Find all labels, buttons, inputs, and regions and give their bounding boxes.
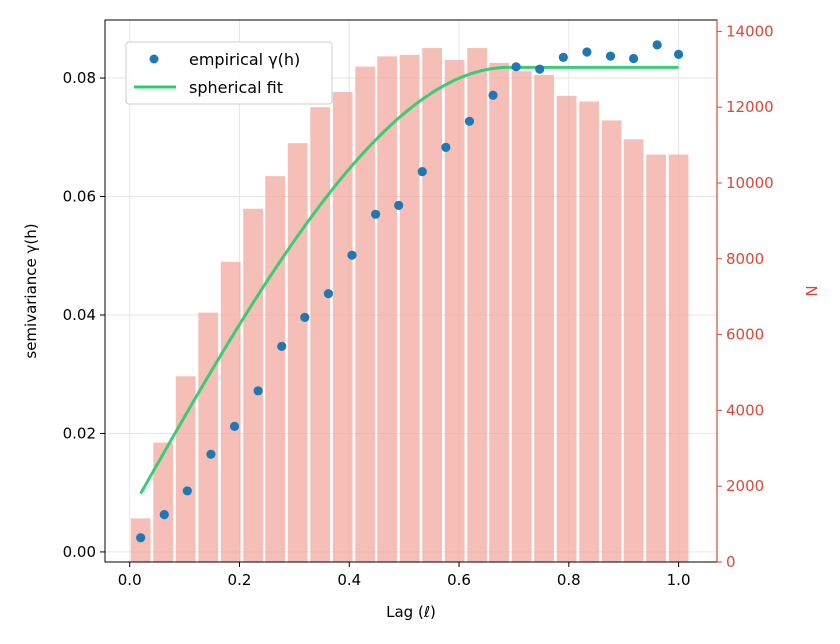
x-axis: 0.0 0.2 0.4 0.6 0.8 1.0 xyxy=(118,562,691,589)
point-17 xyxy=(535,64,545,74)
y-axis-left: 0.00 0.02 0.04 0.06 0.08 xyxy=(63,69,105,561)
point-8 xyxy=(323,289,333,299)
y-right-tick-label-7: 14000 xyxy=(726,22,774,40)
y-left-tick-label-0: 0.00 xyxy=(63,543,96,561)
bar-11 xyxy=(377,56,398,562)
bar-20 xyxy=(579,101,599,563)
y-axis-left-label: semivariance γ(h) xyxy=(22,223,40,358)
bar-6 xyxy=(265,176,286,562)
legend-label-fit: spherical fit xyxy=(189,78,283,97)
point-18 xyxy=(558,52,568,62)
empirical-series xyxy=(136,40,684,543)
y-right-tick-label-0: 0 xyxy=(726,553,736,571)
bar-24 xyxy=(668,154,689,563)
y-axis-right: 0 2000 4000 6000 8000 10000 12000 14000 xyxy=(716,20,774,571)
y-right-tick-label-5: 10000 xyxy=(726,174,774,192)
y-left-tick-label-2: 0.04 xyxy=(63,306,96,324)
legend-box xyxy=(125,41,333,105)
point-12 xyxy=(417,167,427,177)
point-22 xyxy=(652,40,662,50)
bar-23 xyxy=(646,154,666,563)
point-16 xyxy=(511,62,521,72)
legend: empirical γ(h) spherical fit xyxy=(125,41,333,105)
point-23 xyxy=(673,49,684,59)
x-tick-label-4: 0.8 xyxy=(557,571,581,589)
bar-18 xyxy=(534,74,554,562)
point-15 xyxy=(488,90,498,100)
bar-16 xyxy=(489,62,509,562)
x-axis-label: Lag (ℓ) xyxy=(386,603,436,621)
bar-13 xyxy=(422,48,443,563)
point-3 xyxy=(206,449,216,459)
point-10 xyxy=(370,209,381,219)
bar-1 xyxy=(153,442,174,562)
y-right-tick-label-2: 4000 xyxy=(726,401,764,419)
x-tick-label-2: 0.4 xyxy=(337,571,361,589)
bar-8 xyxy=(310,107,331,562)
point-7 xyxy=(300,312,310,322)
bar-15 xyxy=(467,48,488,563)
bar-10 xyxy=(355,66,376,563)
bar-5 xyxy=(243,208,264,562)
point-1 xyxy=(159,510,169,520)
bar-9 xyxy=(332,92,353,563)
bar-12 xyxy=(399,54,420,562)
bar-3 xyxy=(198,312,219,562)
point-2 xyxy=(182,486,192,496)
y-axis-right-label: N xyxy=(802,285,820,296)
y-right-tick-label-1: 2000 xyxy=(726,477,764,495)
point-6 xyxy=(277,341,287,351)
point-11 xyxy=(394,200,404,211)
bar-4 xyxy=(220,261,241,562)
y-right-tick-label-6: 12000 xyxy=(726,98,774,116)
x-tick-label-3: 0.6 xyxy=(447,571,471,589)
y-left-tick-label-1: 0.02 xyxy=(63,424,96,442)
spherical-fit-line xyxy=(139,65,679,495)
x-tick-label-1: 0.2 xyxy=(228,571,252,589)
point-21 xyxy=(628,53,639,64)
bar-14 xyxy=(444,59,465,562)
x-tick-label-0: 0.0 xyxy=(118,571,142,589)
spherical-fit-series xyxy=(139,65,679,495)
y-right-tick-label-3: 6000 xyxy=(726,326,764,344)
x-tick-label-5: 1.0 xyxy=(667,571,691,589)
point-13 xyxy=(441,142,451,152)
point-5 xyxy=(253,386,263,396)
bars-n xyxy=(130,48,689,563)
point-0 xyxy=(136,533,146,543)
bar-7 xyxy=(287,143,308,562)
y-right-tick-label-4: 8000 xyxy=(726,250,764,268)
y-left-tick-label-3: 0.06 xyxy=(63,188,96,206)
point-4 xyxy=(229,421,240,431)
point-9 xyxy=(347,250,357,260)
bar-21 xyxy=(601,120,622,563)
point-19 xyxy=(582,47,592,57)
point-20 xyxy=(605,51,616,61)
bar-22 xyxy=(623,139,644,562)
legend-label-empirical: empirical γ(h) xyxy=(189,50,300,69)
point-14 xyxy=(464,116,475,126)
bar-19 xyxy=(556,95,577,562)
y-left-tick-label-4: 0.08 xyxy=(63,69,96,87)
bar-17 xyxy=(511,71,532,562)
legend-marker-empirical xyxy=(149,54,159,64)
